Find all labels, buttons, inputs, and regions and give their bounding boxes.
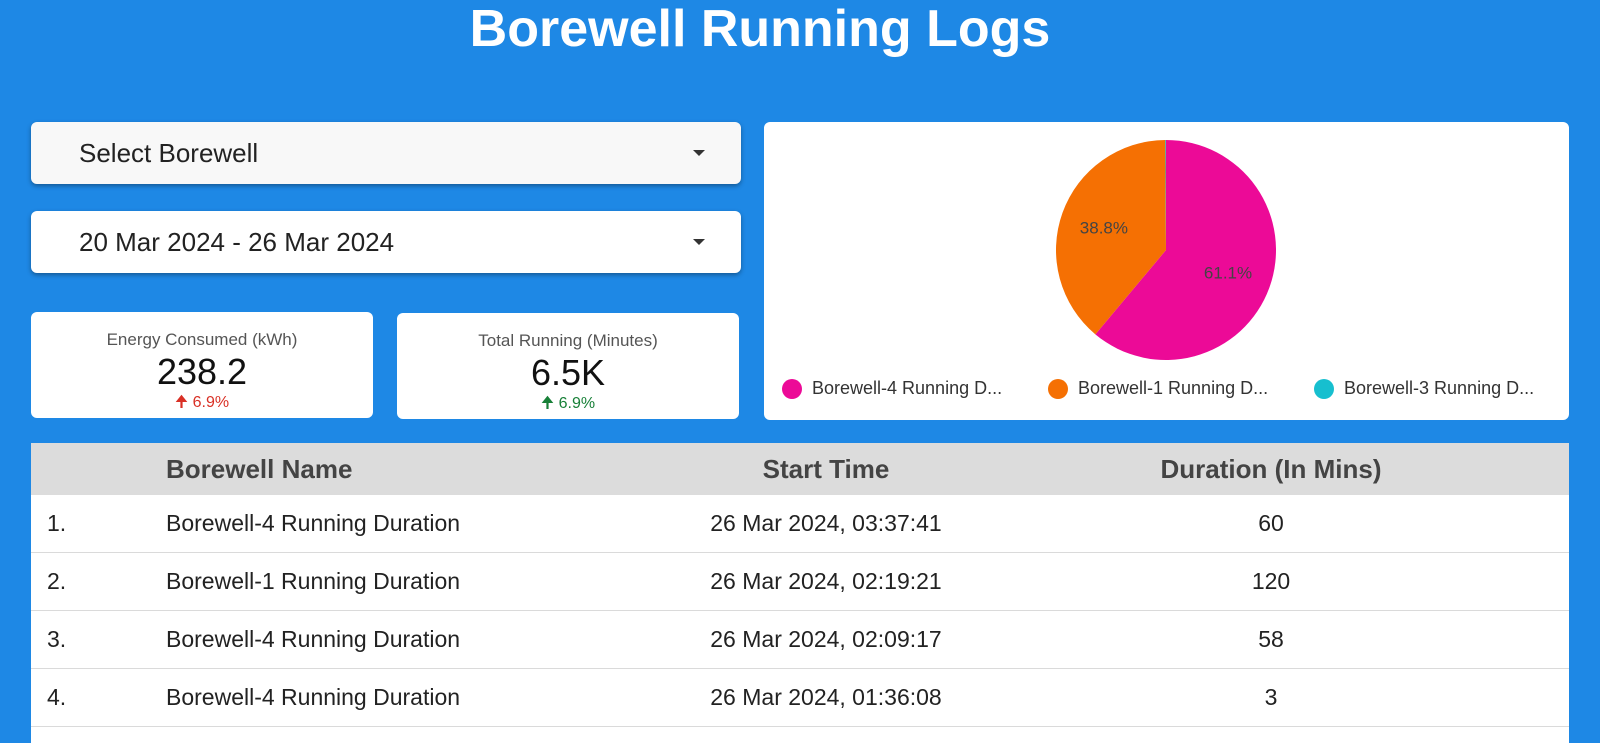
- pie-chart: 61.1% 38.8%: [1056, 140, 1276, 360]
- kpi-label: Energy Consumed (kWh): [106, 330, 298, 349]
- legend-item[interactable]: Borewell-1 Running D...: [1048, 378, 1314, 399]
- table-row[interactable]: 3. Borewell-4 Running Duration 26 Mar 20…: [31, 611, 1569, 669]
- legend-dot: [782, 378, 802, 399]
- row-borewell-name: Borewell-4 Running Duration: [166, 626, 461, 652]
- kpi-delta-value: 6.9%: [192, 394, 230, 411]
- kpi-delta-value: 6.9%: [558, 395, 596, 412]
- legend-label: Borewell-1 Running D...: [1078, 378, 1269, 398]
- row-index: 1.: [47, 510, 67, 536]
- table-header: Borewell Name Start Time Duration (In Mi…: [31, 443, 1569, 495]
- row-duration: 60: [1258, 510, 1284, 536]
- row-index: 2.: [47, 568, 67, 594]
- pie-slice-label: 61.1%: [1204, 264, 1252, 283]
- row-borewell-name: Borewell-1 Running Duration: [166, 568, 461, 594]
- kpi-delta: 🠉 6.9%: [397, 395, 739, 413]
- row-duration: 3: [1264, 684, 1278, 710]
- header-start-time[interactable]: Start Time: [762, 453, 890, 484]
- row-borewell-name: Borewell-4 Running Duration: [166, 510, 461, 536]
- legend-item[interactable]: Borewell-3 Running D...: [1314, 378, 1580, 399]
- table-row[interactable]: 4. Borewell-4 Running Duration 26 Mar 20…: [31, 669, 1569, 727]
- caret-down-icon: [693, 150, 705, 156]
- arrow-up-icon: 🠉: [174, 394, 189, 411]
- row-start-time: 26 Mar 2024, 01:36:08: [710, 684, 942, 710]
- row-start-time: 26 Mar 2024, 02:09:17: [710, 626, 942, 652]
- pie-slice[interactable]: [1056, 140, 1166, 335]
- row-start-time: 26 Mar 2024, 02:19:21: [710, 568, 942, 594]
- legend-label: Borewell-3 Running D...: [1344, 378, 1535, 398]
- row-duration: 58: [1258, 626, 1284, 652]
- logs-table: Borewell Name Start Time Duration (In Mi…: [31, 443, 1569, 743]
- table-row[interactable]: 2. Borewell-1 Running Duration 26 Mar 20…: [31, 553, 1569, 611]
- pie-slice[interactable]: [1095, 140, 1276, 360]
- table-row[interactable]: 1. Borewell-4 Running Duration 26 Mar 20…: [31, 495, 1569, 553]
- kpi-total-running: Total Running (Minutes) 6.5K 🠉 6.9%: [397, 313, 739, 419]
- row-duration: 120: [1251, 568, 1291, 594]
- pie-slice-label: 38.8%: [1080, 219, 1128, 238]
- kpi-value: 6.5K: [530, 352, 606, 393]
- row-start-time: 26 Mar 2024, 03:37:41: [710, 510, 942, 536]
- kpi-label: Total Running (Minutes): [478, 331, 658, 350]
- legend-dot: [1314, 378, 1334, 399]
- header-borewell-name[interactable]: Borewell Name: [166, 453, 353, 484]
- date-range-value: 20 Mar 2024 - 26 Mar 2024: [79, 226, 395, 257]
- borewell-select[interactable]: Select Borewell: [31, 122, 741, 184]
- pie-chart-card: 61.1% 38.8% Borewell-4 Running D... Borew…: [764, 122, 1569, 420]
- page-title: Borewell Running Logs: [469, 0, 1051, 58]
- legend-dot: [1048, 378, 1068, 399]
- kpi-delta: 🠉 6.9%: [31, 394, 373, 412]
- row-borewell-name: Borewell-4 Running Duration: [166, 684, 461, 710]
- legend-item[interactable]: Borewell-4 Running D...: [782, 378, 1048, 399]
- row-index: 3.: [47, 626, 67, 652]
- chart-legend: Borewell-4 Running D... Borewell-1 Runni…: [782, 378, 1580, 399]
- date-range-select[interactable]: 20 Mar 2024 - 26 Mar 2024: [31, 211, 741, 273]
- legend-label: Borewell-4 Running D...: [812, 378, 1003, 398]
- borewell-select-value: Select Borewell: [79, 137, 259, 168]
- pie-slice[interactable]: [1165, 140, 1166, 250]
- arrow-up-icon: 🠉: [540, 395, 555, 412]
- row-index: 4.: [47, 684, 67, 710]
- kpi-value: 238.2: [156, 351, 248, 392]
- header-duration[interactable]: Duration (In Mins): [1160, 453, 1382, 484]
- caret-down-icon: [693, 239, 705, 245]
- kpi-energy-consumed: Energy Consumed (kWh) 238.2 🠉 6.9%: [31, 312, 373, 418]
